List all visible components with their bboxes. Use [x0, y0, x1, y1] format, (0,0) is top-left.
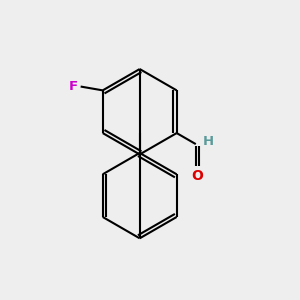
Text: O: O: [192, 169, 203, 182]
Text: F: F: [69, 80, 78, 93]
Text: H: H: [203, 135, 214, 148]
